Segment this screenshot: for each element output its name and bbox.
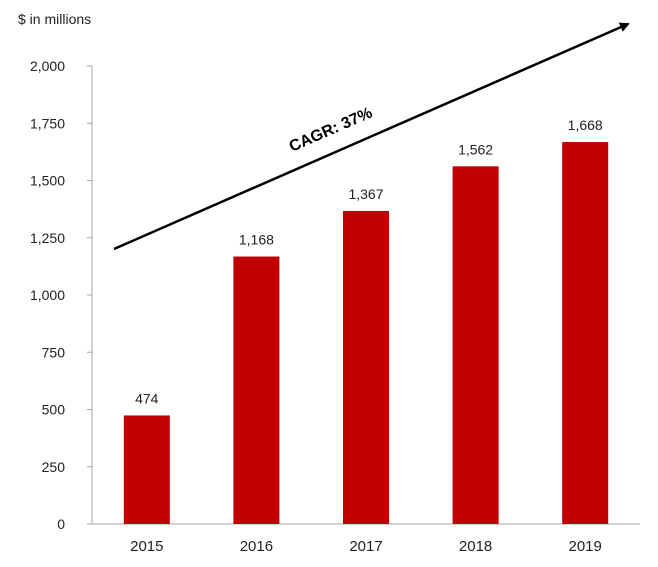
y-tick-label: 1,750 [30, 115, 65, 131]
y-tick-label: 1,250 [30, 230, 65, 246]
bar-2016 [233, 256, 280, 524]
y-tick-label: 250 [42, 459, 66, 475]
y-tick-label: 1,500 [30, 173, 65, 189]
y-tick-label: 500 [42, 402, 66, 418]
x-axis: 2015 2016 2017 2018 2019 [92, 523, 640, 555]
data-label-2018: 1,562 [458, 141, 493, 157]
bar-2017 [343, 210, 389, 524]
x-tick-label-2015: 2015 [130, 538, 163, 555]
data-label-2016: 1,168 [239, 232, 274, 248]
y-tick-label: 1,000 [30, 287, 65, 303]
y-tick-label: 750 [42, 344, 66, 360]
cagr-label: CAGR: 37% [287, 104, 375, 155]
y-tick-label: 2,000 [30, 58, 65, 74]
unit-label: $ in millions [18, 11, 91, 27]
y-tick-label: 0 [57, 516, 65, 532]
bars: 474 1,168 1,367 1,562 1,668 [123, 117, 609, 524]
data-label-2019: 1,668 [568, 117, 603, 133]
data-label-2015: 474 [135, 390, 159, 406]
bar-2018 [452, 166, 499, 524]
trend-arrow [113, 22, 630, 251]
x-tick-label-2017: 2017 [349, 538, 382, 555]
x-tick-label-2016: 2016 [240, 538, 273, 555]
x-tick-label-2018: 2018 [459, 538, 492, 555]
x-tick-label-2019: 2019 [569, 538, 602, 555]
bar-2015 [123, 415, 170, 524]
bar-2019 [562, 142, 609, 524]
y-axis: 0 250 500 750 1,000 1,250 1,500 1,750 2,000 [30, 58, 93, 532]
data-label-2017: 1,367 [348, 186, 383, 202]
